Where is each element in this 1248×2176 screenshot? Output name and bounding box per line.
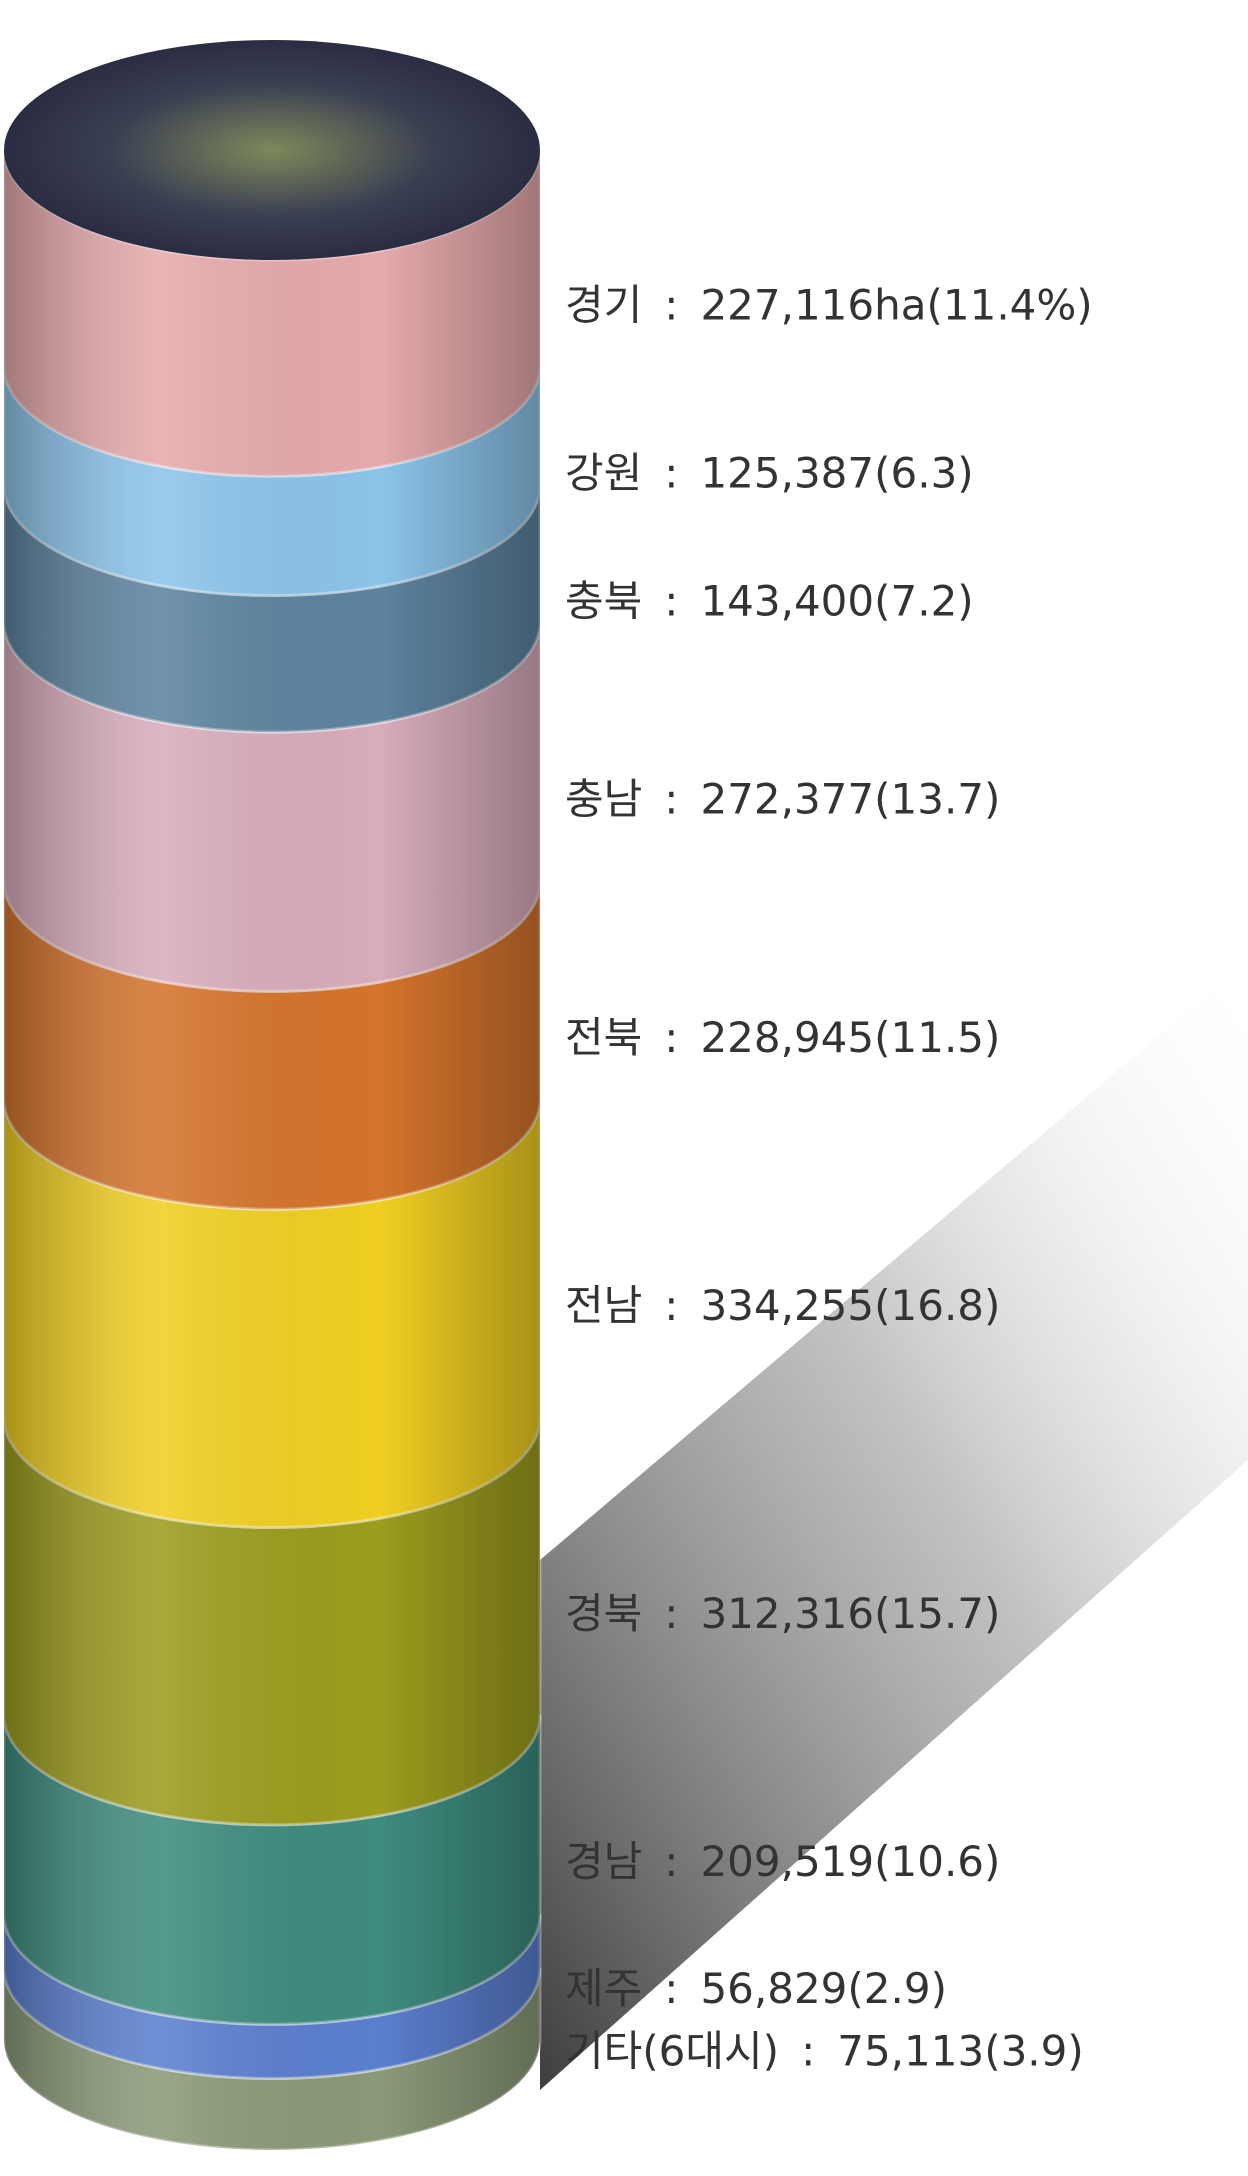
value-label: 227,116ha [700, 280, 926, 329]
value-label: 143,400 [700, 576, 874, 625]
percent-label: (11.4%) [926, 280, 1092, 329]
segment-label: 충남:272,377(13.7) [565, 774, 1000, 823]
value-label: 209,519 [700, 1837, 874, 1886]
segment-label: 경기:227,116ha(11.4%) [565, 280, 1093, 329]
category-label: 전남 [565, 1280, 642, 1329]
segment-label: 제주:56,829(2.9) [565, 1963, 947, 2012]
separator: : [664, 1837, 678, 1886]
category-label: 충북 [565, 576, 642, 625]
value-label: 228,945 [700, 1012, 874, 1061]
chart: 경기:227,116ha(11.4%)강원:125,387(6.3)충북:143… [0, 0, 1248, 2172]
value-label: 125,387 [700, 448, 874, 497]
separator: : [664, 1280, 678, 1329]
value-label: 334,255 [700, 1280, 874, 1329]
category-label: 기타(6대시) [565, 2026, 779, 2075]
top-cap [4, 40, 540, 260]
percent-label: (10.6) [874, 1837, 1000, 1886]
segment-label: 경남:209,519(10.6) [565, 1837, 1000, 1886]
category-label: 경남 [565, 1837, 642, 1886]
separator: : [664, 1588, 678, 1637]
value-label: 75,113 [837, 2026, 984, 2075]
percent-label: (7.2) [874, 576, 974, 625]
shading [4, 150, 540, 2150]
value-label: 312,316 [700, 1588, 874, 1637]
cylinder [4, 40, 540, 2150]
category-label: 전북 [565, 1012, 642, 1061]
category-label: 강원 [565, 448, 642, 497]
separator: : [664, 448, 678, 497]
segment-label: 기타(6대시):75,113(3.9) [565, 2026, 1084, 2075]
separator: : [664, 774, 678, 823]
category-label: 충남 [565, 774, 642, 823]
percent-label: (6.3) [874, 448, 974, 497]
percent-label: (2.9) [847, 1963, 947, 2012]
separator: : [801, 2026, 815, 2075]
percent-label: (3.9) [984, 2026, 1084, 2075]
separator: : [664, 1012, 678, 1061]
separator: : [664, 576, 678, 625]
percent-label: (15.7) [874, 1588, 1000, 1637]
category-label: 제주 [565, 1963, 642, 2012]
segment-label: 충북:143,400(7.2) [565, 576, 974, 625]
percent-label: (11.5) [874, 1012, 1000, 1061]
value-label: 272,377 [700, 774, 874, 823]
page: 경기:227,116ha(11.4%)강원:125,387(6.3)충북:143… [0, 0, 1248, 2172]
value-label: 56,829 [700, 1963, 847, 2012]
shadow [540, 960, 1248, 2090]
separator: : [664, 280, 678, 329]
percent-label: (16.8) [874, 1280, 1000, 1329]
segment-label: 전북:228,945(11.5) [565, 1012, 1000, 1061]
percent-label: (13.7) [874, 774, 1000, 823]
category-label: 경북 [565, 1588, 642, 1637]
separator: : [664, 1963, 678, 2012]
category-label: 경기 [565, 280, 642, 329]
segment-label: 전남:334,255(16.8) [565, 1280, 1000, 1329]
segment-label: 경북:312,316(15.7) [565, 1588, 1000, 1637]
segment-label: 강원:125,387(6.3) [565, 448, 974, 497]
